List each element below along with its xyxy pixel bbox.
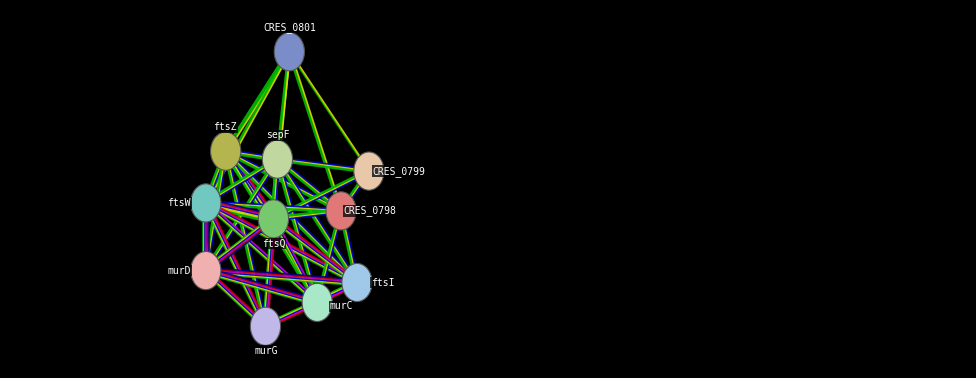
- Ellipse shape: [326, 192, 356, 230]
- Text: ftsW: ftsW: [167, 198, 191, 208]
- Ellipse shape: [303, 283, 332, 322]
- Ellipse shape: [274, 33, 305, 71]
- Text: ftsZ: ftsZ: [214, 122, 237, 132]
- Text: murC: murC: [329, 301, 352, 311]
- Ellipse shape: [190, 184, 221, 222]
- Text: murD: murD: [167, 266, 191, 276]
- Ellipse shape: [190, 251, 221, 290]
- Ellipse shape: [251, 307, 280, 345]
- Ellipse shape: [263, 140, 293, 178]
- Text: CRES_0801: CRES_0801: [263, 22, 316, 33]
- Ellipse shape: [211, 132, 241, 170]
- Text: murG: murG: [254, 346, 277, 356]
- Text: sepF: sepF: [266, 130, 290, 140]
- Text: CRES_0798: CRES_0798: [344, 205, 396, 216]
- Text: ftsI: ftsI: [371, 277, 394, 288]
- Ellipse shape: [342, 263, 372, 302]
- Ellipse shape: [354, 152, 384, 190]
- Text: CRES_0799: CRES_0799: [372, 166, 426, 177]
- Text: ftsQ: ftsQ: [263, 239, 286, 248]
- Ellipse shape: [259, 200, 289, 238]
